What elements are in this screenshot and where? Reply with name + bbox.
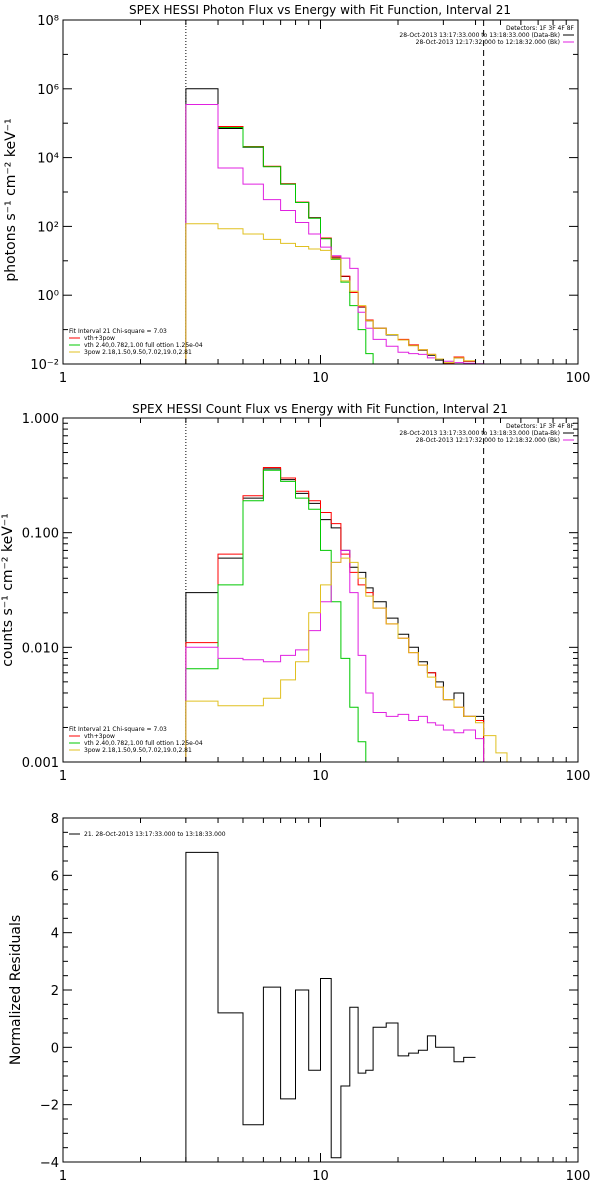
x-tick-label: 1 xyxy=(59,371,67,386)
count-flux-total-fit-line xyxy=(185,467,485,762)
count-flux-plot-frame xyxy=(62,417,579,763)
background-time-range: 28-Oct-2013 12:17:32.000 to 12:18:32.000… xyxy=(416,39,560,46)
photon-flux-plot-frame xyxy=(62,19,579,365)
residuals-legend: 21. 28-Oct-2013 13:17:33.000 to 13:18:33… xyxy=(69,831,226,838)
count-flux-series xyxy=(185,467,508,763)
legend-vth-3pow: vth+3pow xyxy=(84,733,115,740)
photon-flux-thermal-line xyxy=(185,104,387,365)
y-tick-label: −4 xyxy=(40,1156,59,1171)
residuals-interval-label: 21. 28-Oct-2013 13:17:33.000 to 13:18:33… xyxy=(84,831,226,838)
y-tick-label: 10⁰ xyxy=(37,289,59,304)
data-time-range: 28-Oct-2013 13:17:33.000 to 13:18:33.000… xyxy=(399,32,560,39)
background-time-range: 28-Oct-2013 12:17:32.000 to 12:18:32.000… xyxy=(416,437,560,444)
y-tick-label: 2 xyxy=(51,984,59,999)
fit-summary: Fit Interval 21 Chi-square = 7.03 xyxy=(69,328,167,335)
photon-flux-power-law-line xyxy=(185,223,484,365)
y-tick-label: 0 xyxy=(51,1041,59,1056)
y-tick-label: 6 xyxy=(51,869,59,884)
legend-vth: vth 2.40,0.782,1.00 full ottion 1.25e-04 xyxy=(84,740,203,747)
y-tick-label: 10² xyxy=(37,220,59,235)
y-tick-label: 10⁶ xyxy=(37,83,59,98)
y-tick-label: 4 xyxy=(51,927,59,942)
y-tick-label: 8 xyxy=(51,812,59,827)
count-flux-data-line xyxy=(185,468,485,762)
y-tick-label: 1.000 xyxy=(22,412,59,427)
x-tick-label: 100 xyxy=(566,1169,591,1184)
legend-vth-3pow: vth+3pow xyxy=(84,335,115,342)
legend-vth: vth 2.40,0.782,1.00 full ottion 1.25e-04 xyxy=(84,342,203,349)
detectors-label: Detectors: 1F 3F 4F 8F xyxy=(506,25,575,32)
photon-flux-total-fit-line xyxy=(185,104,484,365)
residuals-axis-ticks: 1 10 100 −4 −2 0 2 4 6 8 xyxy=(40,812,591,1184)
legend-3pow: 3pow 2.18,1.50,9.50,7.02,19.0,2.81 xyxy=(84,349,192,356)
x-tick-label: 10 xyxy=(312,1169,329,1184)
photon-flux-data-line xyxy=(185,88,484,365)
photon-flux-y-axis-label: photons s⁻¹ cm⁻² keV⁻¹ xyxy=(3,118,19,281)
y-tick-label: 10⁻² xyxy=(30,358,59,373)
count-flux-y-axis-label: counts s⁻¹ cm⁻² keV⁻¹ xyxy=(0,513,16,667)
fit-summary: Fit Interval 21 Chi-square = 7.03 xyxy=(69,726,167,733)
photon-flux-legend: Fit Interval 21 Chi-square = 7.03 vth+3p… xyxy=(69,328,203,356)
detectors-label: Detectors: 1F 3F 4F 8F xyxy=(506,423,575,430)
count-flux-legend: Fit Interval 21 Chi-square = 7.03 vth+3p… xyxy=(69,726,203,754)
y-tick-label: −2 xyxy=(40,1099,59,1114)
x-tick-label: 100 xyxy=(566,371,591,386)
count-flux-power-law-line xyxy=(185,557,508,762)
residuals-data-line xyxy=(185,851,476,1162)
count-flux-panel: SPEX HESSI Count Flux vs Energy with Fit… xyxy=(0,402,590,784)
count-flux-thermal-line xyxy=(185,469,374,763)
y-tick-label: 0.010 xyxy=(22,641,59,656)
count-flux-reference-lines xyxy=(185,418,485,762)
y-tick-label: 0.100 xyxy=(22,527,59,542)
count-flux-header: Detectors: 1F 3F 4F 8F 28-Oct-2013 13:17… xyxy=(399,423,574,444)
x-tick-label: 100 xyxy=(566,769,591,784)
residuals-panel: Normalized Residuals 1 10 100 −4 −2 0 2 4 6 8 21.… xyxy=(8,812,590,1184)
photon-flux-series xyxy=(185,88,485,365)
count-flux-background-line xyxy=(185,549,485,762)
photon-flux-reference-lines xyxy=(185,20,485,364)
residuals-plot-frame xyxy=(62,817,579,1163)
y-tick-label: 10⁴ xyxy=(37,152,59,167)
x-tick-label: 10 xyxy=(312,769,329,784)
data-time-range: 28-Oct-2013 13:17:33.000 to 13:18:33.000… xyxy=(399,430,560,437)
residuals-y-axis-label: Normalized Residuals xyxy=(8,915,24,1065)
y-tick-label: 0.001 xyxy=(22,756,59,771)
photon-flux-panel: SPEX HESSI Photon Flux vs Energy with Fi… xyxy=(3,3,590,386)
y-tick-label: 10⁸ xyxy=(37,14,59,29)
x-tick-label: 1 xyxy=(59,769,67,784)
residuals-series xyxy=(185,851,476,1162)
x-tick-label: 1 xyxy=(59,1169,67,1184)
photon-flux-background-line xyxy=(185,104,485,365)
legend-3pow: 3pow 2.18,1.50,9.50,7.02,19.0,2.81 xyxy=(84,747,192,754)
photon-flux-axis-ticks: 1 10 100 10⁻² 10⁰ 10² 10⁴ 10⁶ 10⁸ xyxy=(30,14,590,386)
photon-flux-header: Detectors: 1F 3F 4F 8F 28-Oct-2013 13:17… xyxy=(399,25,574,46)
x-tick-label: 10 xyxy=(312,371,329,386)
count-flux-title: SPEX HESSI Count Flux vs Energy with Fit… xyxy=(132,402,508,416)
photon-flux-title: SPEX HESSI Photon Flux vs Energy with Fi… xyxy=(129,3,511,17)
